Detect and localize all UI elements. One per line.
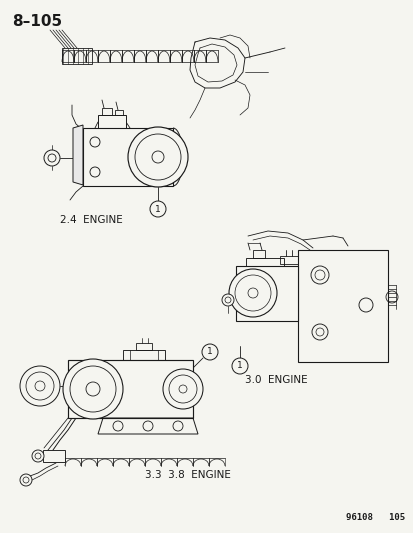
Circle shape [228, 269, 276, 317]
Text: 3.3  3.8  ENGINE: 3.3 3.8 ENGINE [145, 470, 230, 480]
Bar [252, 250, 264, 258]
Bar [98, 115, 126, 129]
Text: 2.4  ENGINE: 2.4 ENGINE [60, 215, 122, 225]
Circle shape [221, 294, 233, 306]
Bar [235, 266, 297, 321]
Circle shape [20, 474, 32, 486]
Circle shape [163, 369, 202, 409]
Bar [297, 250, 387, 362]
Bar [279, 256, 297, 264]
Bar [123, 350, 165, 360]
Bar [83, 128, 173, 186]
Text: 1: 1 [155, 205, 161, 214]
Circle shape [231, 358, 247, 374]
Circle shape [150, 201, 166, 217]
Circle shape [32, 450, 44, 462]
Circle shape [63, 359, 123, 419]
Bar [102, 108, 112, 115]
Bar [115, 110, 123, 115]
Text: 3.0  ENGINE: 3.0 ENGINE [244, 375, 307, 385]
Bar [136, 343, 152, 350]
Bar [43, 450, 65, 462]
Circle shape [202, 344, 218, 360]
Circle shape [44, 150, 60, 166]
Text: 8–105: 8–105 [12, 14, 62, 29]
Bar [68, 360, 192, 418]
Text: 1: 1 [237, 361, 242, 370]
Circle shape [20, 366, 60, 406]
Polygon shape [73, 125, 83, 185]
Text: 1: 1 [206, 348, 212, 357]
Bar [62, 48, 92, 64]
Bar [245, 258, 283, 266]
Circle shape [128, 127, 188, 187]
Text: 96108   105: 96108 105 [345, 513, 404, 522]
